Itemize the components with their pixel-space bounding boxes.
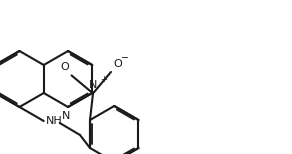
Text: O: O: [113, 59, 122, 69]
Text: +: +: [100, 75, 107, 84]
Text: N: N: [89, 80, 97, 90]
Text: −: −: [121, 53, 129, 63]
Text: NH: NH: [46, 116, 62, 126]
Text: O: O: [61, 62, 69, 72]
Text: N: N: [62, 111, 70, 121]
